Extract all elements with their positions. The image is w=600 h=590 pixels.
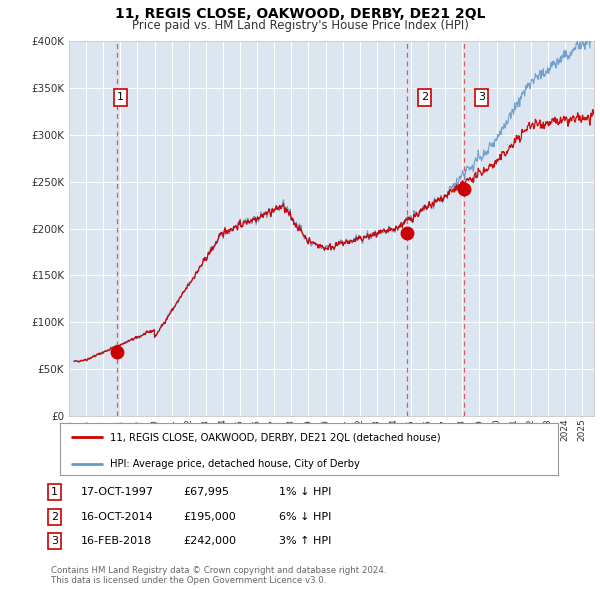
Text: HPI: Average price, detached house, City of Derby: HPI: Average price, detached house, City… [110,458,359,468]
Text: 2: 2 [421,93,428,103]
Text: 6% ↓ HPI: 6% ↓ HPI [279,512,331,522]
Text: 1: 1 [116,93,124,103]
Text: £67,995: £67,995 [183,487,229,497]
Text: 16-FEB-2018: 16-FEB-2018 [81,536,152,546]
Text: 3% ↑ HPI: 3% ↑ HPI [279,536,331,546]
Text: 1% ↓ HPI: 1% ↓ HPI [279,487,331,497]
Text: 3: 3 [51,536,58,546]
Text: Contains HM Land Registry data © Crown copyright and database right 2024.
This d: Contains HM Land Registry data © Crown c… [51,566,386,585]
Text: 11, REGIS CLOSE, OAKWOOD, DERBY, DE21 2QL: 11, REGIS CLOSE, OAKWOOD, DERBY, DE21 2Q… [115,7,485,21]
Text: 11, REGIS CLOSE, OAKWOOD, DERBY, DE21 2QL (detached house): 11, REGIS CLOSE, OAKWOOD, DERBY, DE21 2Q… [110,432,440,442]
Text: 16-OCT-2014: 16-OCT-2014 [81,512,154,522]
Text: Price paid vs. HM Land Registry's House Price Index (HPI): Price paid vs. HM Land Registry's House … [131,19,469,32]
Text: 2: 2 [51,512,58,522]
Text: £242,000: £242,000 [183,536,236,546]
Text: £195,000: £195,000 [183,512,236,522]
Text: 3: 3 [478,93,485,103]
Text: 1: 1 [51,487,58,497]
Text: 17-OCT-1997: 17-OCT-1997 [81,487,154,497]
